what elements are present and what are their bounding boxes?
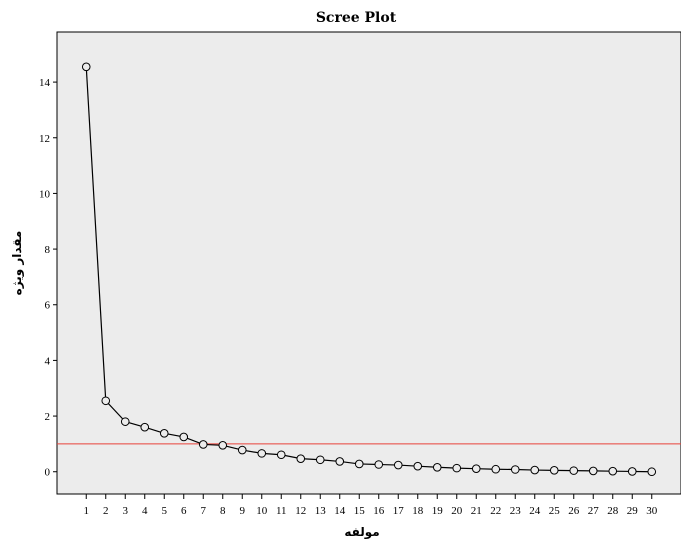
- data-point: [432, 462, 442, 472]
- x-tick-label: 20: [451, 505, 463, 517]
- data-point: [140, 422, 150, 432]
- x-tick-label: 18: [412, 505, 424, 517]
- y-tick-label: 2: [45, 411, 51, 423]
- data-point: [276, 450, 286, 460]
- x-tick-label: 15: [354, 505, 366, 517]
- data-point: [627, 467, 637, 476]
- x-tick-label: 14: [334, 505, 346, 517]
- plot-area: [56, 31, 681, 495]
- data-point: [393, 460, 403, 470]
- x-tick-label: 12: [295, 505, 306, 517]
- x-tick-label: 23: [510, 505, 522, 517]
- x-tick-label: 19: [432, 505, 444, 517]
- data-point: [374, 460, 384, 469]
- data-point: [81, 62, 91, 72]
- data-point: [101, 396, 111, 406]
- data-point: [413, 461, 423, 471]
- data-point: [491, 464, 501, 474]
- x-tick-label: 1: [84, 505, 90, 517]
- y-tick-label: 4: [45, 355, 51, 367]
- x-tick-label: 22: [490, 505, 501, 517]
- series-eigenvalues: [81, 62, 657, 477]
- x-axis: 1 2 3 4 5 6 7 8 9 10 11 12 13 14 15 16 17 18 19 20 21 22 23 24 2…: [84, 494, 658, 517]
- y-axis: 0 2 4 6 8 10 12 14: [39, 77, 57, 479]
- x-tick-label: 16: [373, 505, 385, 517]
- y-tick-label: 8: [45, 244, 51, 256]
- x-tick-label: 2: [103, 505, 109, 517]
- data-point: [452, 463, 462, 473]
- chart-title: Scree Plot: [316, 10, 397, 26]
- x-tick-label: 29: [627, 505, 639, 517]
- data-point: [159, 429, 169, 438]
- data-point: [218, 440, 228, 450]
- x-tick-label: 5: [162, 505, 168, 517]
- data-point: [569, 466, 579, 475]
- x-tick-label: 17: [393, 505, 405, 517]
- x-tick-label: 9: [240, 505, 246, 517]
- y-tick-label: 10: [39, 188, 51, 200]
- x-tick-label: 13: [315, 505, 327, 517]
- x-tick-label: 6: [181, 505, 187, 517]
- x-tick-label: 7: [201, 505, 207, 517]
- x-tick-label: 10: [256, 505, 268, 517]
- data-point: [530, 465, 540, 475]
- x-tick-label: 3: [123, 505, 129, 517]
- x-tick-label: 21: [471, 505, 482, 517]
- data-point: [198, 440, 208, 449]
- y-tick-label: 0: [45, 467, 51, 479]
- y-tick-label: 12: [39, 133, 50, 145]
- data-point: [237, 445, 247, 455]
- x-tick-label: 8: [220, 505, 226, 517]
- data-point: [120, 417, 130, 426]
- data-point: [335, 457, 345, 466]
- data-point: [179, 432, 189, 442]
- x-tick-label: 4: [142, 505, 148, 517]
- x-tick-label: 11: [276, 505, 287, 517]
- data-point: [510, 465, 520, 474]
- data-point: [471, 464, 481, 473]
- x-axis-label: مولفه: [344, 525, 379, 540]
- data-point: [588, 466, 598, 476]
- y-tick-label: 14: [39, 77, 51, 89]
- x-tick-label: 30: [646, 505, 658, 517]
- y-axis-label: مقدار ویژه: [10, 231, 25, 296]
- x-tick-label: 27: [588, 505, 600, 517]
- data-point: [354, 459, 364, 469]
- x-tick-label: 26: [568, 505, 580, 517]
- data-point: [647, 467, 657, 477]
- x-tick-label: 28: [607, 505, 619, 517]
- data-point: [257, 449, 267, 458]
- data-point: [608, 466, 618, 476]
- data-point: [315, 455, 325, 465]
- x-tick-label: 24: [529, 505, 541, 517]
- data-point: [296, 454, 306, 463]
- y-tick-label: 6: [45, 300, 51, 312]
- x-tick-label: 25: [549, 505, 561, 517]
- data-point: [549, 466, 559, 475]
